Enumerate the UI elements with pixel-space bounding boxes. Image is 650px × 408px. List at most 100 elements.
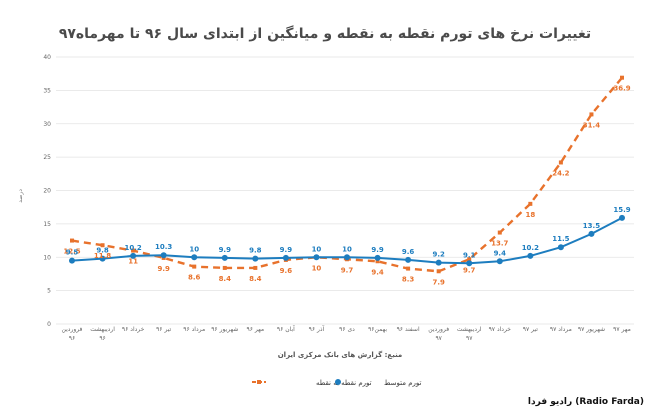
y-tick-label: 40 xyxy=(43,54,51,61)
gridlines xyxy=(56,56,634,325)
point-marker xyxy=(100,243,105,248)
point-marker xyxy=(467,257,472,262)
x-tick-label: مرداد ۹۷ xyxy=(550,326,572,333)
data-label-point: 9.7 xyxy=(341,266,354,274)
source-note: منبع: گزارش های بانک مرکزی ایران xyxy=(278,350,403,359)
data-label-average: 10 xyxy=(342,245,352,253)
average-marker xyxy=(130,252,137,259)
average-marker xyxy=(344,254,350,261)
x-tick-label: اردیبهشت ۹۶ xyxy=(90,326,115,342)
data-label-average: 9.2 xyxy=(432,251,445,259)
legend-marker-point xyxy=(257,380,261,384)
data-label-point: 8.4 xyxy=(249,275,262,283)
average-marker xyxy=(496,258,503,265)
data-label-point: 8.4 xyxy=(219,275,232,283)
data-label-point: 11 xyxy=(128,258,138,266)
point-marker xyxy=(253,265,258,270)
average-marker xyxy=(191,254,198,261)
y-tick-label: 35 xyxy=(43,87,51,94)
data-label-point: 11.8 xyxy=(94,252,111,260)
data-label-average: 9.6 xyxy=(402,248,415,256)
data-label-point: 10 xyxy=(312,264,322,272)
data-label-average: 9.8 xyxy=(249,247,262,255)
point-marker xyxy=(497,230,502,235)
data-label-average: 10.2 xyxy=(522,244,539,252)
point-marker xyxy=(131,248,136,253)
x-tick-label: اردیبهشت ۹۷ xyxy=(457,326,482,342)
y-tick-label: 15 xyxy=(43,221,51,228)
average-marker xyxy=(588,230,595,237)
data-label-point: 12.5 xyxy=(63,248,80,256)
y-tick-label: 0 xyxy=(47,321,51,328)
x-tick-label: مرداد ۹۶ xyxy=(183,326,205,333)
data-label-point: 18 xyxy=(525,211,535,219)
data-label-average: 9.8 xyxy=(96,247,109,255)
data-label-point: 8.6 xyxy=(188,274,201,282)
point-marker xyxy=(589,112,594,117)
x-tick-label: اسفند ۹۶ xyxy=(397,326,420,333)
data-label-average: 9.4 xyxy=(494,249,507,257)
legend-marker-average xyxy=(335,379,341,385)
x-tick-label: تیر ۹۶ xyxy=(156,326,171,333)
average-marker xyxy=(282,254,289,261)
point-marker xyxy=(406,266,411,271)
x-tick-label: آبان ۹۶ xyxy=(277,324,295,333)
x-tick-label: آذر ۹۶ xyxy=(309,324,325,333)
x-tick-label: شهریور ۹۷ xyxy=(578,326,605,333)
average-marker xyxy=(527,252,534,259)
x-tick-label: تیر ۹۷ xyxy=(523,326,538,333)
x-tick-label: شهریور ۹۶ xyxy=(211,326,238,333)
legend: تورم نقطه به نقطه تورم متوسط xyxy=(252,379,422,387)
x-axis-ticks: فروردین ۹۶ اردیبهشت ۹۶ خرداد ۹۶ تیر ۹۶ مرداد ۹… xyxy=(62,324,631,342)
average-marker xyxy=(374,254,381,261)
data-label-average: 10 xyxy=(189,245,199,253)
data-label-average: 11.5 xyxy=(552,235,569,243)
x-tick-label: خرداد ۹۷ xyxy=(489,326,512,333)
point-marker xyxy=(70,238,74,243)
data-label-point: 31.4 xyxy=(583,121,600,129)
data-label-average: 10.3 xyxy=(155,243,172,251)
data-label-point: 9.9 xyxy=(157,265,170,273)
data-label-point: 8.3 xyxy=(402,276,415,284)
point-marker xyxy=(558,160,563,165)
data-labels: 12.5 11.8 11 9.9 8.6 8.4 8.4 9.6 10 9.7 9.4 8.3 7.9 9… xyxy=(63,85,630,287)
legend-label-average: تورم متوسط xyxy=(384,379,422,387)
y-tick-label: 5 xyxy=(47,288,51,295)
y-axis-ticks: 0 5 10 15 20 25 30 35 40 xyxy=(43,54,51,328)
average-marker xyxy=(252,255,259,262)
x-tick-label: دی ۹۶ xyxy=(339,326,355,333)
average-marker xyxy=(405,256,412,263)
point-marker xyxy=(620,75,624,80)
x-tick-label: فروردین ۹۷ xyxy=(428,326,449,342)
data-label-average: 9.9 xyxy=(219,246,232,254)
average-marker xyxy=(435,259,442,266)
data-label-average: 9.9 xyxy=(280,246,293,254)
y-tick-label: 25 xyxy=(43,154,51,161)
average-marker xyxy=(557,244,564,251)
x-tick-label: مهر ۹۶ xyxy=(247,326,265,333)
data-label-average: 9.9 xyxy=(371,246,384,254)
x-tick-label: فروردین ۹۶ xyxy=(62,326,83,342)
data-label-average: 15.9 xyxy=(613,206,630,214)
brand-label: رادیو فردا (Radio Farda) xyxy=(528,397,644,407)
data-label-average: 9.5 xyxy=(66,249,79,257)
series-group xyxy=(69,75,625,274)
data-label-point: 36.9 xyxy=(613,85,630,93)
average-marker xyxy=(99,255,106,262)
x-tick-label: خرداد ۹۶ xyxy=(122,326,145,333)
data-label-average: 13.5 xyxy=(583,222,600,230)
average-marker xyxy=(160,252,167,259)
point-marker xyxy=(375,259,380,264)
y-tick-label: 20 xyxy=(43,188,51,195)
legend-label-point: تورم نقطه به نقطه xyxy=(316,379,372,387)
x-tick-label: مهر ۹۷ xyxy=(613,326,631,333)
point-marker xyxy=(222,265,227,270)
average-marker xyxy=(313,254,320,261)
average-marker xyxy=(221,254,228,261)
point-marker xyxy=(436,269,441,274)
y-tick-label: 10 xyxy=(43,254,51,261)
point-marker xyxy=(528,201,533,206)
data-label-average: 10 xyxy=(312,245,322,253)
y-axis-label: درصد xyxy=(17,189,24,203)
